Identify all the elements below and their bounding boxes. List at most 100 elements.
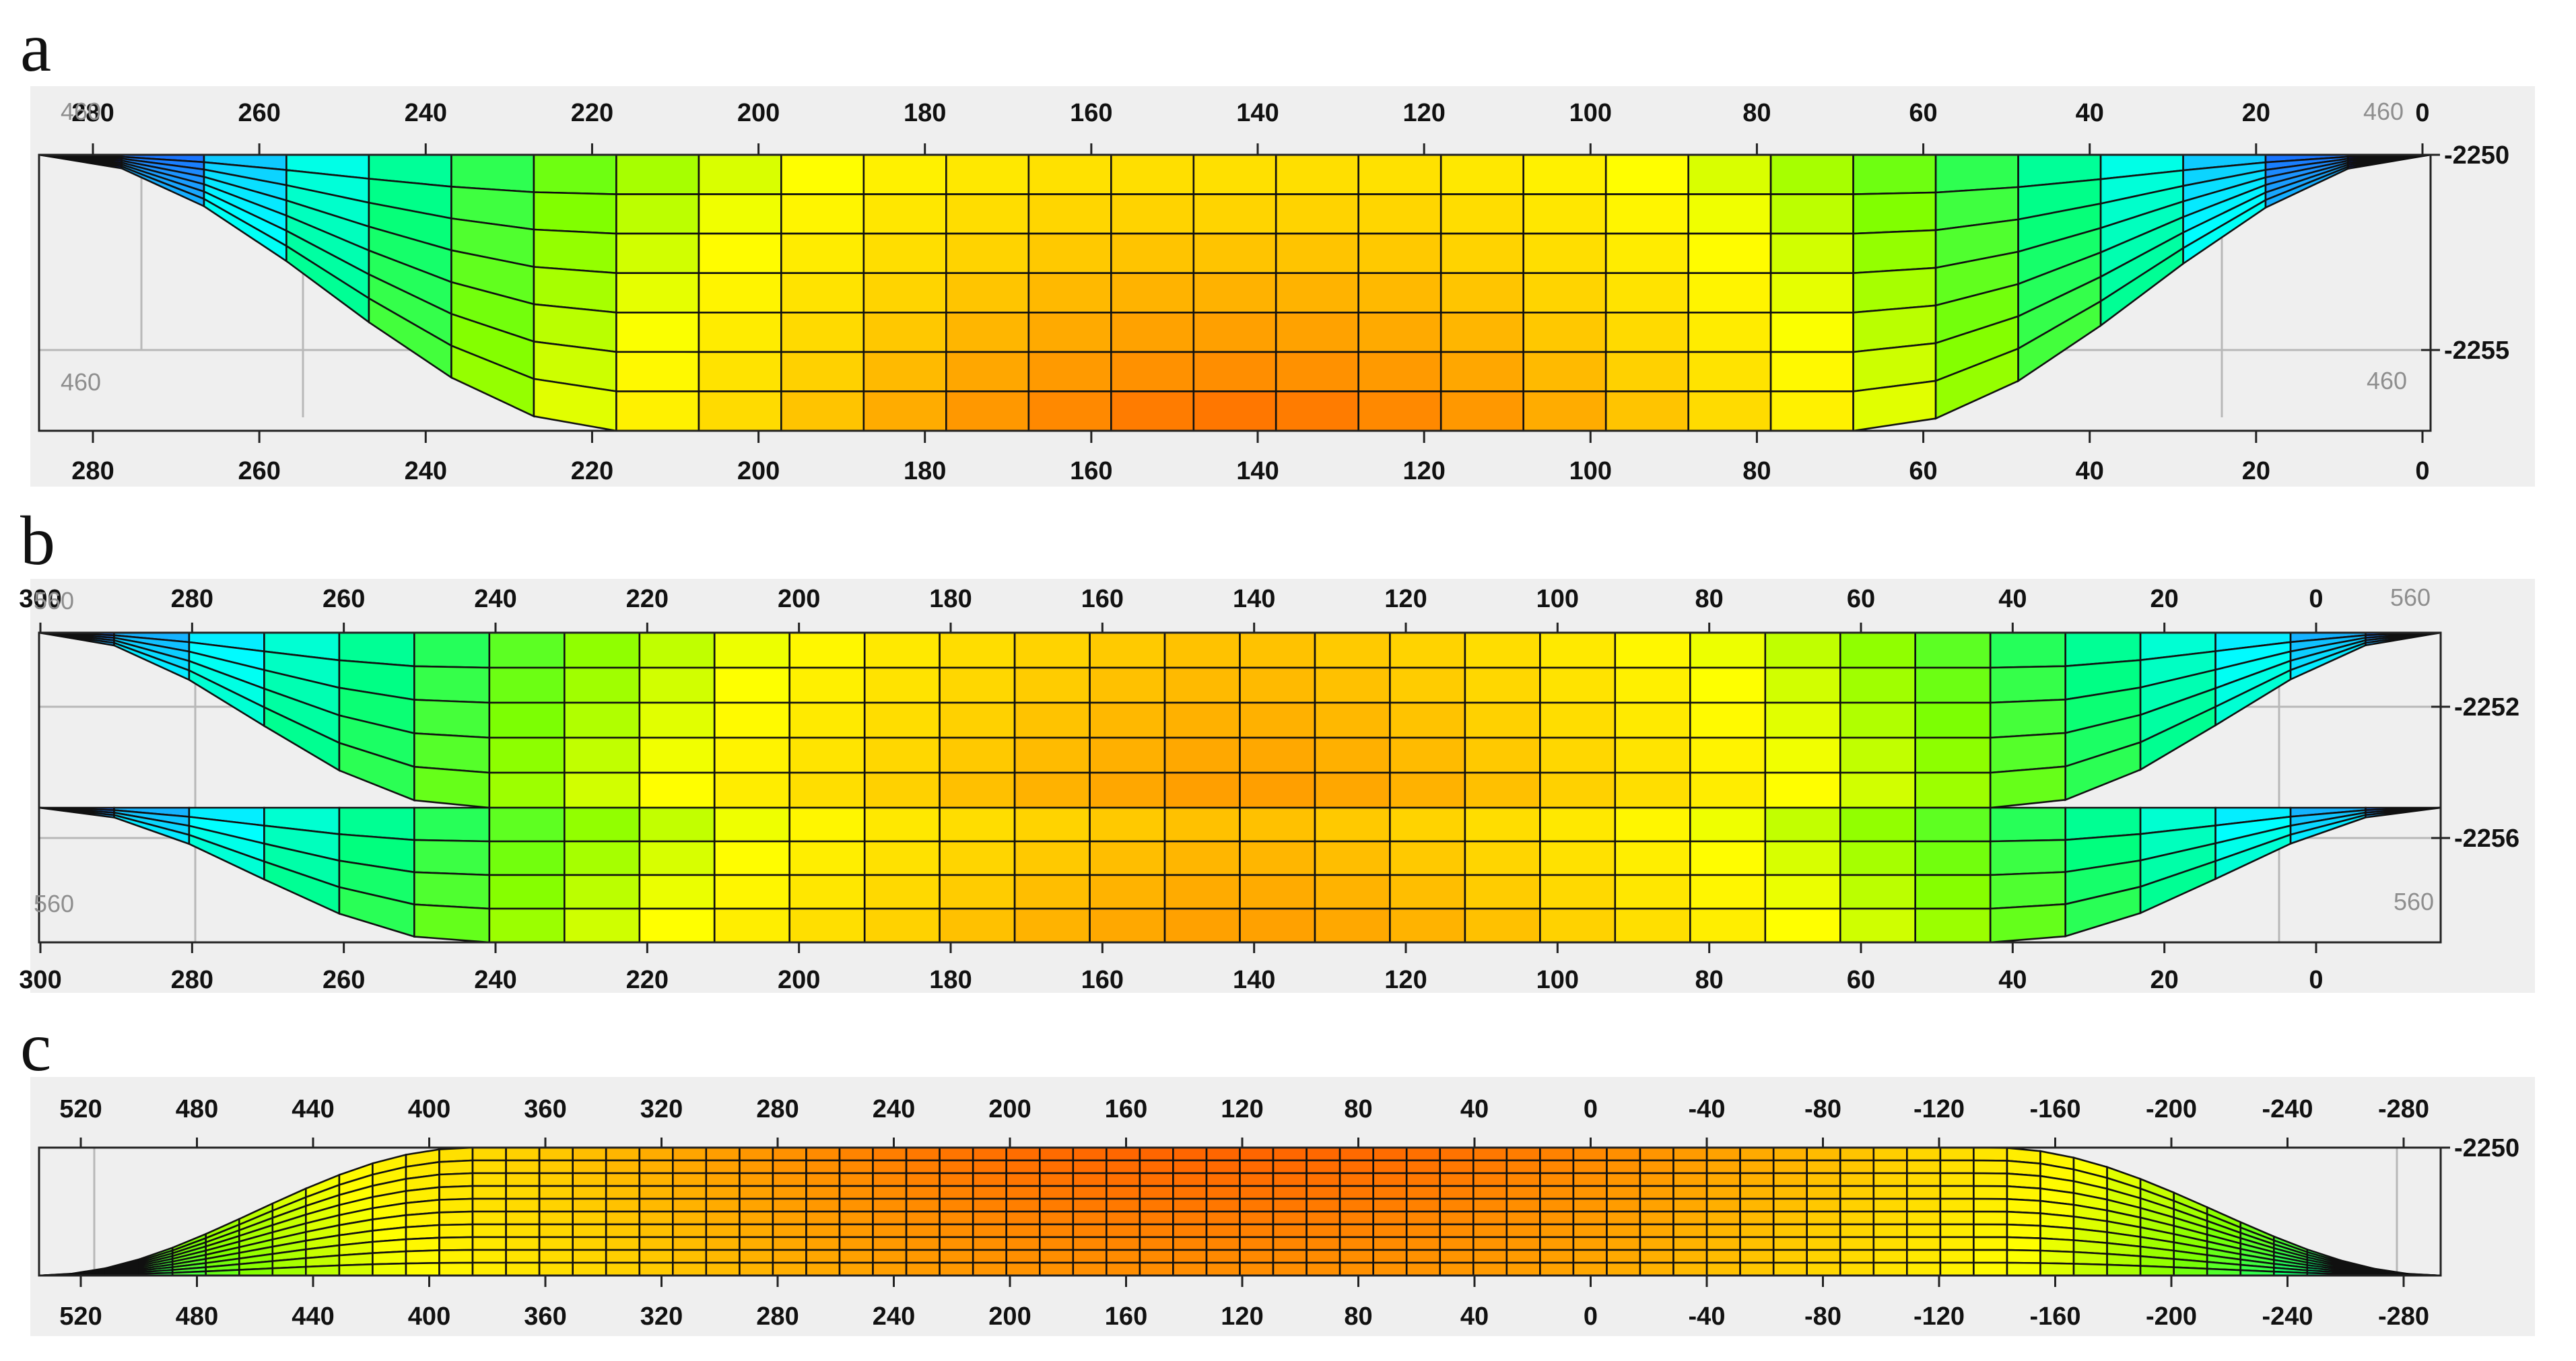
panel-b-mesh-cell bbox=[1614, 874, 1691, 910]
panel-b-mesh-cell bbox=[1464, 840, 1541, 876]
panel-c-mesh-cell bbox=[1372, 1185, 1408, 1200]
panel-b-mesh-cell bbox=[713, 631, 790, 669]
panel-c-mesh-cell bbox=[972, 1223, 1007, 1238]
panel-a-mesh-cell bbox=[1192, 232, 1277, 275]
panel-c-bottom-axis-tick-label: 80 bbox=[1344, 1302, 1372, 1331]
panel-c-mesh-cell bbox=[1372, 1159, 1408, 1175]
panel-c-mesh-cell bbox=[939, 1223, 974, 1238]
panel-b-bottom-axis-tick-label: 80 bbox=[1695, 966, 1724, 994]
panel-b-mesh-cell bbox=[638, 666, 716, 704]
panel-c-mesh-cell bbox=[1106, 1210, 1141, 1226]
panel-c-mesh-cell bbox=[972, 1249, 1007, 1264]
panel-c-mesh-cell bbox=[638, 1185, 674, 1200]
panel-c-mesh-cell bbox=[1739, 1185, 1775, 1200]
panel-c-bottom-axis-tick-label: -120 bbox=[1913, 1302, 1965, 1331]
panel-b-mesh-cell bbox=[863, 806, 941, 843]
panel-a-bottom-axis-tick-label: 40 bbox=[2076, 457, 2104, 485]
panel-c-mesh-cell bbox=[1405, 1197, 1441, 1213]
panel-a-depth-axis: -2250 -2255 bbox=[2421, 141, 2509, 365]
panel-c-mesh-cell bbox=[1039, 1261, 1075, 1277]
panel-b-mesh-cell bbox=[563, 874, 641, 910]
panel-a-top-axis-tick-label: 80 bbox=[1742, 99, 1771, 127]
panel-a-bottom-axis-tick-label: 100 bbox=[1569, 457, 1612, 485]
panel-b-top-axis-tick-label: 300 bbox=[19, 585, 61, 613]
panel-c-bottom-axis-tick-label: -240 bbox=[2262, 1302, 2313, 1331]
panel-a-ghost-label: 460 bbox=[61, 98, 101, 125]
panel-b-mesh-cell bbox=[713, 736, 790, 774]
panel-a-mesh-cell bbox=[1439, 232, 1524, 275]
panel-b-top-axis-tick-label: 280 bbox=[171, 585, 213, 613]
panel-c-mesh-cell bbox=[1372, 1249, 1408, 1264]
panel-c-mesh-cell bbox=[1606, 1197, 1641, 1213]
panel-a-mesh-cell bbox=[1357, 351, 1442, 392]
panel-a-bottom-axis-tick-label: 20 bbox=[2242, 457, 2270, 485]
panel-c-mesh-cell bbox=[438, 1261, 474, 1277]
panel-c-mesh-cell bbox=[872, 1236, 908, 1251]
panel-c-mesh-cell bbox=[1539, 1261, 1575, 1277]
panel-b-mesh-cell bbox=[939, 874, 1016, 910]
panel-c-mesh-cell bbox=[1172, 1172, 1208, 1187]
panel-a-mesh-cell bbox=[1275, 193, 1359, 235]
panel-b-mesh bbox=[38, 631, 2441, 944]
panel-c-mesh-cell bbox=[1338, 1197, 1374, 1213]
panel-a-mesh-cell bbox=[1687, 232, 1772, 275]
panel-c-mesh-cell bbox=[1939, 1223, 1975, 1238]
panel-b-mesh-cell bbox=[1163, 806, 1241, 843]
panel-b-mesh-cell bbox=[1239, 666, 1316, 704]
panel-c-mesh-cell bbox=[1005, 1236, 1041, 1251]
panel-b-mesh-cell bbox=[1764, 874, 1841, 910]
panel-c-mesh-cell bbox=[1606, 1223, 1641, 1238]
panel-b-top-axis-tick-label: 240 bbox=[474, 585, 516, 613]
panel-a-mesh-cell bbox=[1439, 272, 1524, 314]
panel-c-mesh-cell bbox=[1505, 1197, 1541, 1213]
panel-c-mesh-cell bbox=[538, 1236, 574, 1251]
panel-c-mesh-cell bbox=[1338, 1261, 1374, 1277]
panel-c-mesh-cell bbox=[1906, 1159, 1942, 1175]
panel-b-mesh-cell bbox=[1989, 698, 2066, 739]
panel-c-mesh-cell bbox=[1839, 1249, 1875, 1264]
panel-c-mesh-cell bbox=[572, 1261, 607, 1277]
panel-b-mesh-cell bbox=[1163, 907, 1241, 944]
panel-b-depth-axis: -2252 -2256 bbox=[2431, 693, 2519, 853]
panel-c-mesh-cell bbox=[1106, 1172, 1141, 1187]
panel-c-mesh-cell bbox=[1839, 1223, 1875, 1238]
panel-c-mesh-cell bbox=[572, 1197, 607, 1213]
panel-c-mesh-cell bbox=[538, 1197, 574, 1213]
panel-b-mesh-cell bbox=[1764, 806, 1841, 843]
panel-c-top-axis-tick-label: -200 bbox=[2146, 1095, 2197, 1123]
panel-a-mesh-cell bbox=[1275, 153, 1359, 195]
panel-c-mesh-cell bbox=[739, 1185, 774, 1200]
panel-c-mesh-cell bbox=[1005, 1261, 1041, 1277]
panel-c-top-axis-tick-label: 520 bbox=[59, 1095, 102, 1123]
panel-b-top-axis-tick-label: 80 bbox=[1695, 585, 1724, 613]
panel-a-top-axis-tick-label: 40 bbox=[2076, 99, 2104, 127]
panel-a-mesh-cell bbox=[945, 311, 1030, 353]
panel-a-mesh-cell bbox=[698, 390, 782, 432]
panel-c-mesh-cell bbox=[805, 1185, 841, 1200]
panel-c-mesh-cell bbox=[505, 1172, 541, 1187]
panel-b-mesh-cell bbox=[1239, 701, 1316, 739]
panel-c-mesh-cell bbox=[1405, 1185, 1441, 1200]
panel-c-mesh-cell bbox=[2072, 1251, 2108, 1266]
panel-a-mesh-cell bbox=[2347, 153, 2431, 170]
panel-c-mesh-cell bbox=[739, 1146, 774, 1162]
panel-c-mesh-cell bbox=[1039, 1172, 1075, 1187]
panel-c-mesh-cell bbox=[2206, 1267, 2241, 1277]
panel-a-mesh-cell bbox=[780, 351, 865, 392]
panel-b-mesh-cell bbox=[488, 907, 566, 944]
panel-c-mesh-cell bbox=[905, 1185, 941, 1200]
panel-c-mesh-cell bbox=[905, 1223, 941, 1238]
panel-b-mesh-cell bbox=[1914, 907, 1992, 944]
panel-b-mesh-cell bbox=[713, 840, 790, 876]
panel-a-top-axis-tick-label: 280 bbox=[71, 99, 114, 127]
panel-c-mesh-cell bbox=[671, 1210, 708, 1226]
panel-b-mesh-cell bbox=[863, 840, 941, 876]
panel-a: a 280 260 240 220 200 180 160 140 120 100 80 60 40 20… bbox=[20, 9, 2535, 487]
panel-c-mesh-cell bbox=[1205, 1159, 1241, 1175]
panel-b-mesh-cell bbox=[1914, 701, 1992, 739]
panel-c-mesh-cell bbox=[872, 1261, 908, 1277]
panel-c-mesh-cell bbox=[1139, 1249, 1174, 1264]
panel-c-mesh-cell bbox=[1005, 1223, 1041, 1238]
panel-c-mesh-cell bbox=[438, 1172, 474, 1189]
panel-c-mesh bbox=[38, 1146, 2441, 1277]
